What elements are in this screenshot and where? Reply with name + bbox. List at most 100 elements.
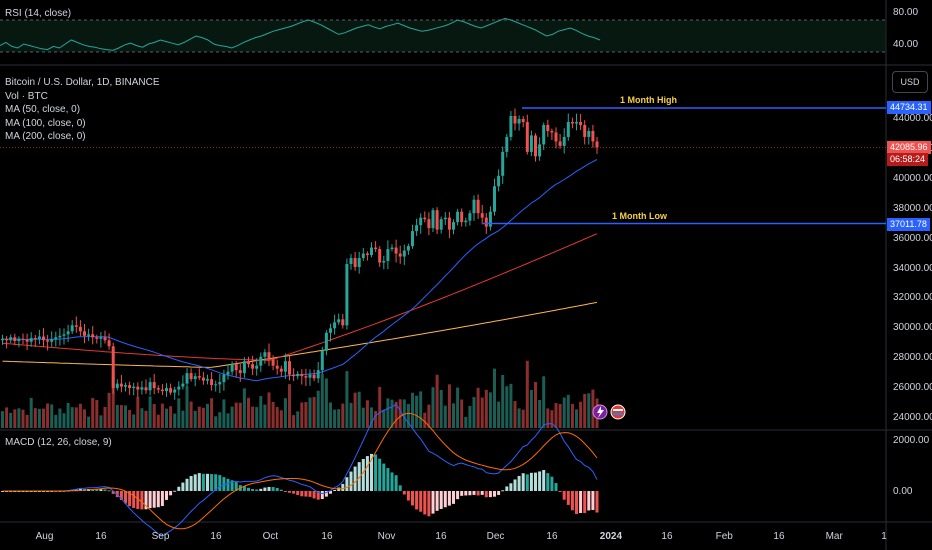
macd-histogram-bar (312, 491, 316, 499)
volume-bar (464, 416, 468, 428)
macd-title[interactable]: MACD (12, 26, close, 9) (5, 437, 112, 448)
volume-bar (46, 403, 50, 428)
candle-body (193, 376, 197, 380)
candle-body (50, 339, 54, 342)
horizontal-levels (0, 107, 886, 225)
macd-histogram-bar (329, 491, 332, 494)
candle-body (435, 210, 439, 230)
macd-line (2, 403, 598, 537)
volume-bar (119, 405, 123, 428)
volume-bar (132, 414, 136, 428)
volume-bar (357, 391, 361, 428)
volume-bar (300, 402, 304, 428)
volume-bar (411, 392, 414, 428)
candle-body (99, 337, 103, 339)
candle-body (156, 388, 160, 390)
time-tick-label: Sep (151, 531, 170, 542)
macd-histogram-bar (546, 473, 550, 491)
symbol-title[interactable]: Bitcoin / U.S. Dollar, 1D, BINANCE (5, 77, 160, 88)
volume-bar (95, 400, 99, 428)
candle-body (415, 225, 419, 232)
macd-histogram-bar (308, 491, 312, 497)
macd-histogram-bar (521, 473, 525, 491)
month-low-label: 1 Month Low (612, 211, 667, 221)
volume-bar (115, 404, 119, 428)
macd-histogram-bar (558, 491, 562, 492)
volume-bar (431, 387, 435, 428)
event-icons[interactable] (592, 404, 626, 420)
volume-bar (17, 408, 21, 428)
candle-body (443, 217, 447, 220)
candle-body (509, 116, 513, 137)
price-tick-label: 26000.00 (893, 382, 932, 394)
indicator-ma200[interactable]: MA (200, close, 0) (5, 131, 86, 142)
time-tick-label: 2024 (599, 531, 623, 542)
macd-histogram-bar (279, 489, 283, 491)
indicator-volume[interactable]: Vol · BTC (5, 90, 48, 102)
volume-bar (509, 383, 513, 428)
volume-bar (480, 397, 484, 428)
candle-body (25, 339, 29, 342)
volume-bar (591, 389, 595, 428)
macd-histogram-bar (333, 489, 337, 491)
macd-histogram-bar (316, 491, 320, 500)
flag-stripe-blue-icon (613, 413, 623, 415)
candle-body (103, 337, 107, 341)
volume-bar (165, 408, 168, 428)
macd-histogram-bar (152, 491, 156, 508)
volume-bar (550, 410, 554, 428)
rsi-title[interactable]: RSI (14, close) (5, 8, 72, 19)
volume-bar (320, 374, 324, 428)
candle-body (579, 121, 583, 125)
volume-bar (443, 405, 447, 428)
volume-bar (554, 403, 558, 428)
candle-body (394, 247, 398, 254)
ma50-line (2, 158, 598, 382)
macd-histogram-bar (570, 491, 574, 511)
candle-body (242, 361, 246, 374)
price-tick-label: 44000.00 (893, 113, 932, 124)
price-tick-label: 38000.00 (893, 202, 932, 214)
volume-bar (283, 398, 287, 428)
volume-bar (189, 401, 193, 428)
candle-body (456, 211, 460, 223)
macd-histogram-bar (136, 491, 140, 509)
volume-bar (33, 408, 37, 428)
candle-body (136, 386, 140, 390)
flag-event-icon[interactable] (610, 404, 626, 420)
candle-body (29, 338, 33, 342)
lightning-glyph-icon (597, 406, 604, 418)
candle-body (132, 386, 136, 389)
rsi-line (0, 17, 601, 51)
macd-histogram-bar (320, 491, 324, 500)
candle-body (529, 135, 533, 152)
indicator-ma100[interactable]: MA (100, close, 0) (5, 117, 86, 129)
volume-bar (468, 406, 472, 428)
indicator-ma50[interactable]: MA (50, close, 0) (5, 104, 81, 115)
macd-histogram-bar (488, 491, 492, 498)
macd-histogram-bar (386, 468, 390, 491)
volume-bar (439, 389, 443, 428)
macd-histogram-bar (587, 491, 591, 511)
volume-bar (538, 399, 542, 428)
macd-histogram-bar (562, 491, 566, 500)
volume-bar (234, 402, 238, 428)
volume-bar (271, 401, 275, 428)
macd-histogram-bar (210, 474, 214, 491)
candle-body (349, 258, 353, 265)
candle-body (587, 130, 591, 137)
candle-body (513, 116, 517, 124)
macd-histogram-bar (501, 490, 505, 492)
macd-histogram-bar (132, 491, 136, 508)
candle-body (370, 247, 373, 256)
macd-level-2000: 2000.00 (893, 435, 930, 446)
price-tick-label: 34000.00 (893, 262, 932, 274)
candle-body (595, 141, 599, 148)
macd-histogram-bar (411, 491, 414, 506)
candle-body (296, 373, 300, 377)
candle-body (542, 124, 546, 145)
currency-button[interactable]: USD (892, 71, 928, 93)
macd-histogram-bar (185, 478, 189, 491)
candle-body (5, 338, 9, 341)
